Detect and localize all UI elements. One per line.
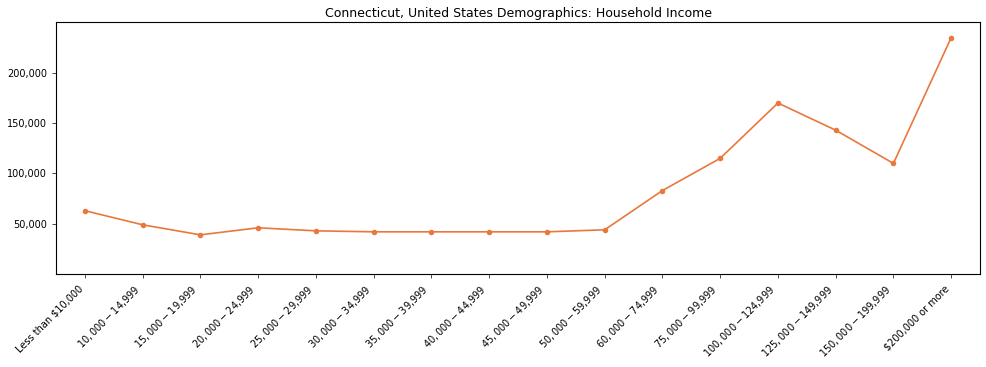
Title: Connecticut, United States Demographics: Household Income: Connecticut, United States Demographics:…: [324, 7, 711, 20]
